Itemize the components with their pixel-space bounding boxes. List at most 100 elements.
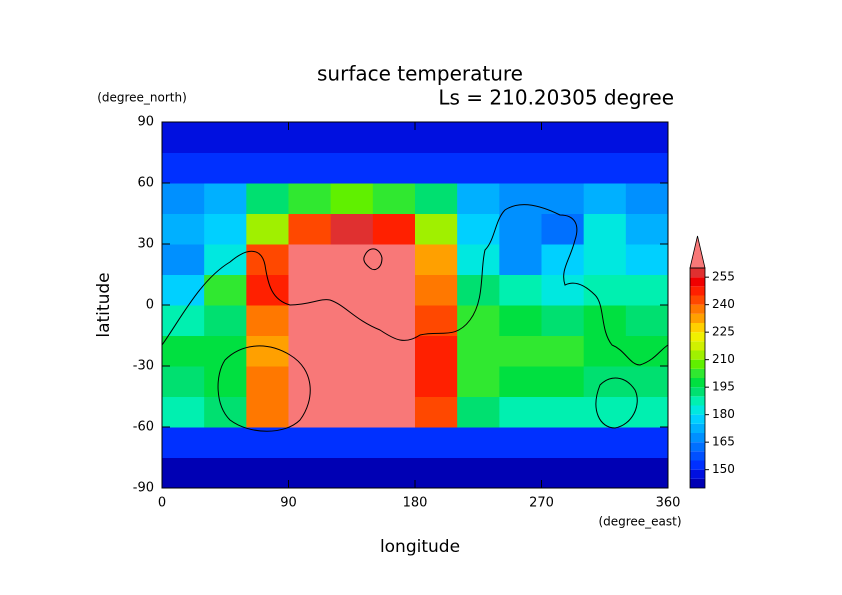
y-tick-label: -60 — [133, 420, 154, 435]
field-cell — [162, 427, 205, 458]
field-cell — [330, 183, 374, 214]
field-cell — [288, 335, 332, 367]
field-cell — [162, 335, 205, 367]
y-tick-label: 90 — [137, 115, 154, 130]
colorbar-band — [690, 359, 705, 369]
field-cell — [288, 396, 332, 428]
colorbar-band — [690, 423, 705, 433]
colorbar-band — [690, 368, 705, 378]
field-cell — [288, 427, 332, 458]
field-cell — [246, 427, 289, 458]
colorbar-band — [690, 405, 705, 415]
field-cell — [415, 122, 458, 153]
field-cell — [499, 152, 542, 184]
colorbar-band — [690, 387, 705, 397]
field-cell — [625, 152, 669, 184]
field-cell — [457, 152, 500, 184]
field-cell — [499, 457, 542, 489]
field-cell — [204, 427, 247, 458]
field-cell — [625, 305, 669, 336]
colorbar-band — [690, 323, 705, 333]
colorbar-band — [690, 451, 705, 461]
field-cell — [330, 122, 374, 153]
field-cell — [204, 396, 247, 428]
field-cell — [162, 213, 205, 245]
field-cell — [583, 152, 627, 184]
field-cell — [499, 396, 542, 428]
field-cell — [583, 274, 627, 306]
field-cell — [541, 213, 585, 245]
field-cell — [541, 244, 585, 275]
colorbar-band — [690, 341, 705, 351]
field-cell — [162, 366, 205, 397]
field-cell — [246, 213, 289, 245]
field-cell — [457, 396, 500, 428]
field-cell — [288, 305, 332, 336]
field-cell — [583, 213, 627, 245]
field-cell — [204, 274, 247, 306]
colorbar-tick-label: 225 — [712, 325, 735, 339]
field-cell — [499, 335, 542, 367]
field-cell — [541, 152, 585, 184]
field-cell — [246, 305, 289, 336]
field-cell — [583, 427, 627, 458]
field-cell — [162, 305, 205, 336]
field-cell — [288, 213, 332, 245]
field-cell — [372, 366, 416, 397]
field-cell — [541, 183, 585, 214]
field-cell — [583, 396, 627, 428]
colorbar-band — [690, 350, 705, 360]
y-tick-label: -90 — [133, 481, 154, 496]
colorbar-band — [690, 286, 705, 296]
field-cell — [330, 213, 374, 245]
colorbar-band — [690, 268, 705, 278]
field-cell — [541, 457, 585, 489]
field-cell — [415, 396, 458, 428]
field-cell — [246, 457, 289, 489]
field-cell — [288, 122, 332, 153]
field-cell — [162, 457, 205, 489]
field-cell — [457, 305, 500, 336]
field-cell — [162, 396, 205, 428]
field-cell — [541, 366, 585, 397]
colorbar-band — [690, 304, 705, 314]
field-cell — [625, 183, 669, 214]
colorbar-band — [690, 277, 705, 287]
field-cell — [457, 122, 500, 153]
field-cell — [625, 396, 669, 428]
field-cell — [372, 152, 416, 184]
x-units: (degree_east) — [598, 515, 681, 529]
field-cell — [499, 427, 542, 458]
field-cell — [457, 366, 500, 397]
field-cell — [457, 213, 500, 245]
colorbar-tick-label: 195 — [712, 380, 735, 394]
colorbar-band — [690, 442, 705, 452]
field-cell — [372, 213, 416, 245]
colorbar-band — [690, 414, 705, 424]
field-cell — [415, 244, 458, 275]
x-axis-label: longitude — [380, 537, 460, 557]
field-cell — [372, 274, 416, 306]
colorbar-tick-label: 150 — [712, 462, 735, 476]
field-cell — [541, 427, 585, 458]
field-cell — [541, 122, 585, 153]
field-cell — [204, 366, 247, 397]
colorbar-tick-label: 255 — [712, 270, 735, 284]
field-cell — [288, 274, 332, 306]
field-cell — [541, 274, 585, 306]
colorbar-band — [690, 478, 705, 488]
colorbar-tick-label: 240 — [712, 297, 735, 311]
field-cell — [204, 244, 247, 275]
x-tick-label: 360 — [656, 496, 681, 511]
field-cell — [415, 152, 458, 184]
chart-subtitle: Ls = 210.20305 degree — [438, 86, 674, 110]
field-cell — [499, 305, 542, 336]
field-cell — [625, 427, 669, 458]
field-cell — [457, 457, 500, 489]
field-cell — [204, 335, 247, 367]
field-cell — [499, 213, 542, 245]
field — [162, 122, 669, 489]
field-cell — [625, 244, 669, 275]
field-cell — [330, 457, 374, 489]
